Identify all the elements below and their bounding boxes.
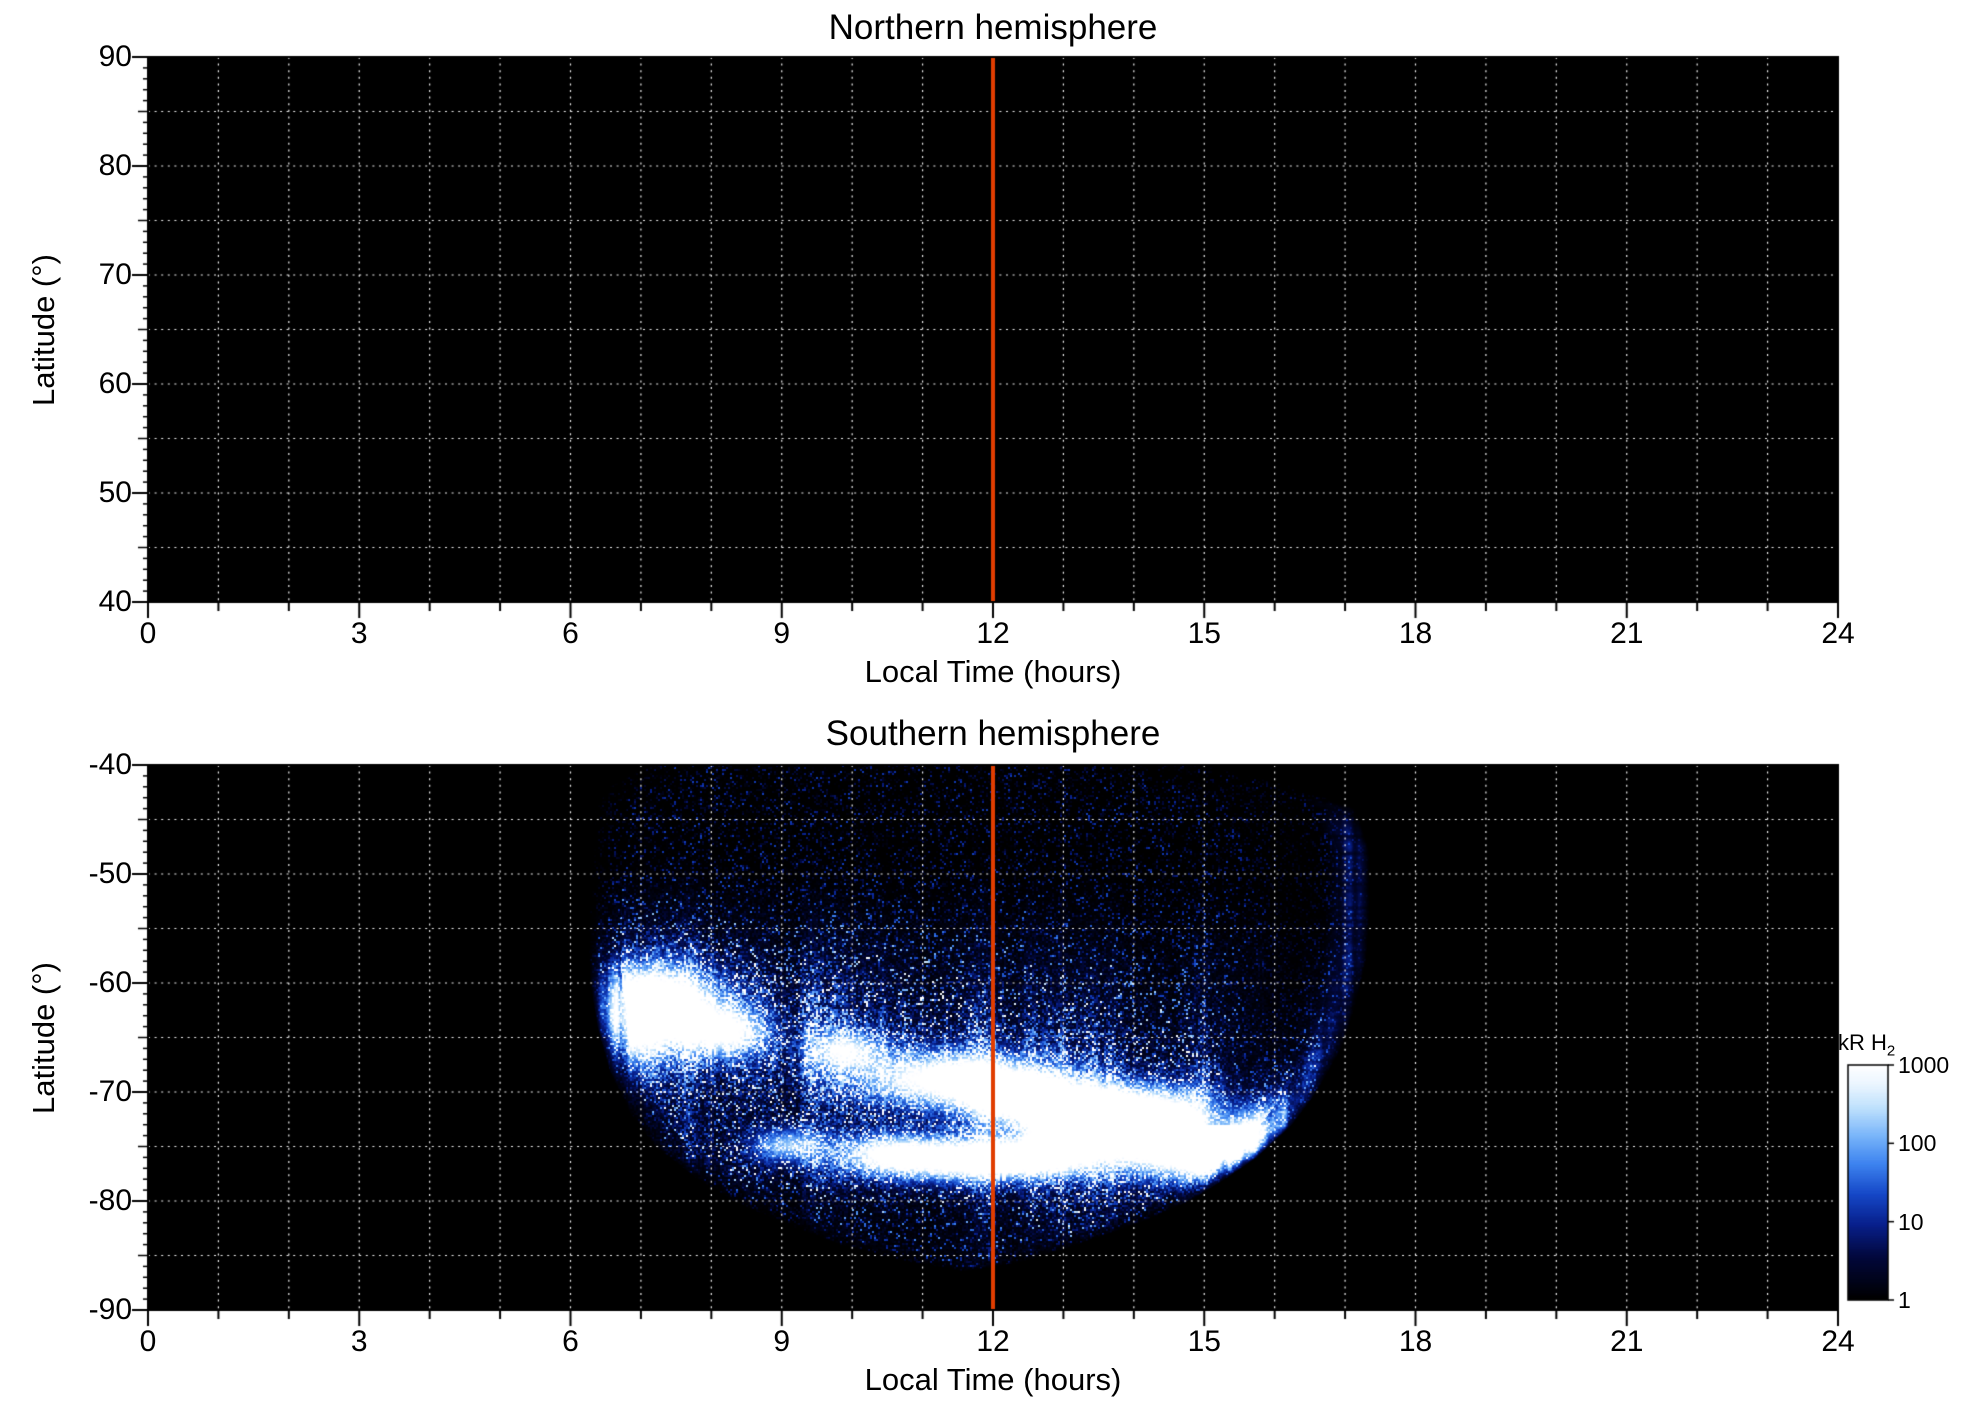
south-x-tick-label: 6 (562, 1325, 579, 1358)
north-y-tick-label: 70 (98, 258, 132, 291)
north-x-axis-label: Local Time (hours) (864, 654, 1122, 689)
north-x-tick-label: 24 (1821, 617, 1855, 650)
north-y-tick-label: 40 (98, 585, 132, 618)
south-x-tick-label: 3 (350, 1325, 368, 1358)
north-y-tick-label: 60 (98, 367, 132, 400)
north-x-tick-label: 15 (1187, 617, 1221, 650)
south-panel-title: Southern hemisphere (825, 714, 1161, 753)
colorbar-tick-label: 100 (1898, 1130, 1937, 1157)
south-y-tick-label: -80 (88, 1184, 132, 1217)
south-x-tick-label: 12 (976, 1325, 1010, 1358)
north-x-tick-label: 6 (562, 617, 579, 650)
north-x-tick-label: 21 (1610, 617, 1644, 650)
south-y-tick-label: -60 (88, 966, 132, 999)
north-y-tick-label: 50 (98, 476, 132, 509)
south-x-tick-label: 18 (1398, 1325, 1433, 1358)
south-y-tick-label: -70 (88, 1075, 132, 1108)
south-x-tick-label: 24 (1821, 1325, 1855, 1358)
north-x-tick-label: 12 (976, 617, 1010, 650)
north-x-tick-label: 9 (773, 617, 791, 650)
colorbar-label-text: kR H (1838, 1030, 1887, 1055)
south-y-tick-label: -90 (88, 1293, 132, 1326)
north-x-tick-label: 3 (350, 617, 368, 650)
north-x-tick-label: 18 (1398, 617, 1433, 650)
north-y-tick-label: 90 (98, 40, 132, 73)
colorbar-label: kR H2 (1838, 1030, 1895, 1059)
colorbar-label-subscript: 2 (1886, 1042, 1896, 1060)
colorbar-tick-label: 1 (1898, 1287, 1911, 1313)
south-x-tick-label: 9 (773, 1325, 791, 1358)
south-y-tick-label: -50 (88, 857, 132, 890)
north-panel-title: Northern hemisphere (828, 8, 1158, 47)
colorbar-tick-label: 1000 (1898, 1052, 1950, 1078)
north-x-tick-label: 0 (139, 617, 157, 650)
south-x-tick-label: 21 (1610, 1325, 1644, 1358)
south-x-tick-label: 0 (139, 1325, 157, 1358)
north-y-tick-label: 80 (98, 149, 132, 182)
south-x-tick-label: 15 (1187, 1325, 1221, 1358)
colorbar-tick-label: 10 (1898, 1208, 1924, 1235)
south-x-axis-label: Local Time (hours) (864, 1362, 1122, 1397)
south-y-tick-label: -40 (88, 748, 132, 781)
